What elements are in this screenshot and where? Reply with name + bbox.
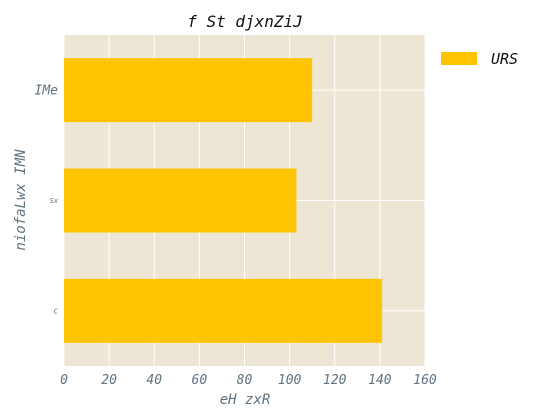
x-axis-label: eH zxR — [220, 392, 271, 408]
x-tick-label: 100 — [278, 373, 302, 388]
x-tick-label: 60 — [192, 373, 208, 388]
y-tick-label: C — [54, 307, 59, 315]
legend-label-urs: URS — [491, 50, 518, 68]
legend-swatch-urs — [441, 52, 477, 65]
x-tick-label: 20 — [101, 373, 117, 388]
x-tick-label: 0 — [60, 373, 68, 388]
bar-ime — [64, 58, 313, 123]
bar-group — [64, 58, 383, 343]
bar-sx — [64, 168, 297, 233]
y-tick-label: IMe — [35, 84, 59, 99]
chart-title: f St djxnZiJ — [187, 12, 303, 31]
y-axis-ticks: IMe Sx C — [35, 84, 59, 316]
x-tick-label: 80 — [237, 373, 253, 388]
bar-c — [64, 278, 383, 343]
legend: URS — [441, 50, 518, 68]
x-tick-label: 40 — [146, 373, 162, 388]
x-axis-ticks: 0 20 40 60 80 100 120 140 160 — [60, 373, 437, 388]
y-axis-label: niofaLwx IMN — [13, 149, 29, 251]
x-tick-label: 120 — [323, 373, 347, 388]
y-tick-label: Sx — [50, 197, 59, 205]
x-tick-label: 140 — [368, 373, 392, 388]
x-tick-label: 160 — [413, 373, 437, 388]
